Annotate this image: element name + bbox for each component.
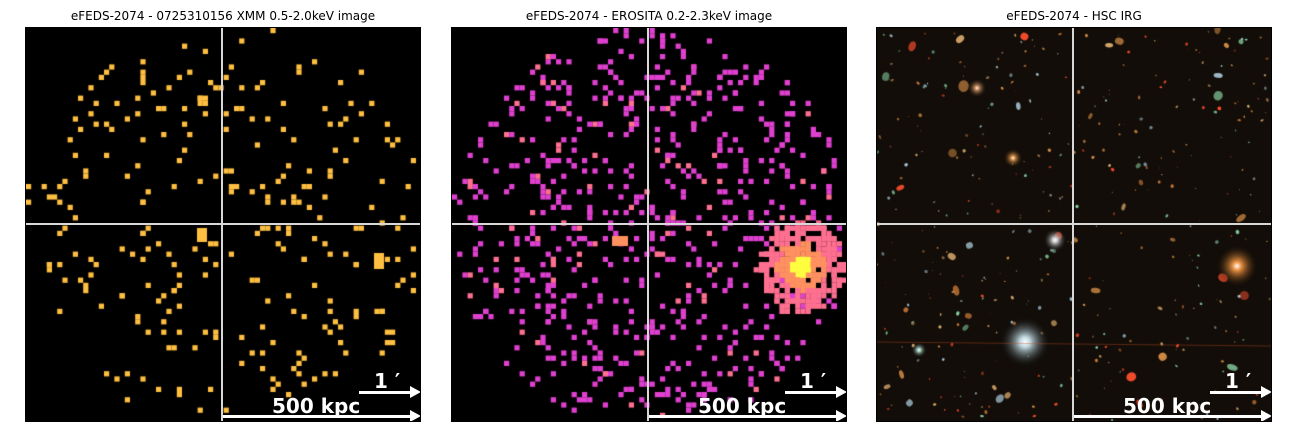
scale-arcmin-label: 1 ′ (1225, 369, 1252, 393)
scale-kpc-label: 500 kpc (272, 394, 361, 418)
erosita-image: 1 ′ 500 kpc (451, 27, 847, 422)
scale-kpc-arrow (649, 410, 846, 421)
crosshair-horizontal (26, 223, 420, 225)
crosshair-vertical (221, 28, 223, 421)
hsc-panel-title: eFEDS-2074 - HSC IRG (1006, 9, 1142, 23)
scale-kpc-label: 500 kpc (1123, 394, 1212, 418)
xmm-panel: eFEDS-2074 - 0725310156 XMM 0.5-2.0keV i… (25, 0, 421, 432)
erosita-panel-title: eFEDS-2074 - EROSITA 0.2-2.3keV image (525, 9, 773, 23)
scale-arcmin-label: 1 ′ (374, 369, 401, 393)
xmm-panel-title: eFEDS-2074 - 0725310156 XMM 0.5-2.0keV i… (70, 9, 376, 23)
scale-arcmin-arrow (785, 386, 846, 398)
scale-arcmin-arrow (1210, 386, 1271, 398)
scale-kpc-label: 500 kpc (698, 394, 787, 418)
scale-arcmin-label: 1 ′ (800, 369, 827, 393)
scale-kpc-arrow (1074, 410, 1271, 421)
crosshair-horizontal (877, 223, 1271, 225)
erosita-panel: eFEDS-2074 - EROSITA 0.2-2.3keV image 1 … (451, 0, 847, 432)
scale-kpc-arrow (223, 410, 420, 421)
crosshair-horizontal (452, 223, 846, 225)
hsc-panel: eFEDS-2074 - HSC IRG 1 ′ 500 kpc (876, 0, 1272, 432)
hsc-image: 1 ′ 500 kpc (876, 27, 1272, 422)
xmm-image: 1 ′ 500 kpc (25, 27, 421, 422)
scale-arcmin-arrow (359, 386, 420, 398)
crosshair-vertical (647, 28, 649, 421)
crosshair-vertical (1072, 28, 1074, 421)
